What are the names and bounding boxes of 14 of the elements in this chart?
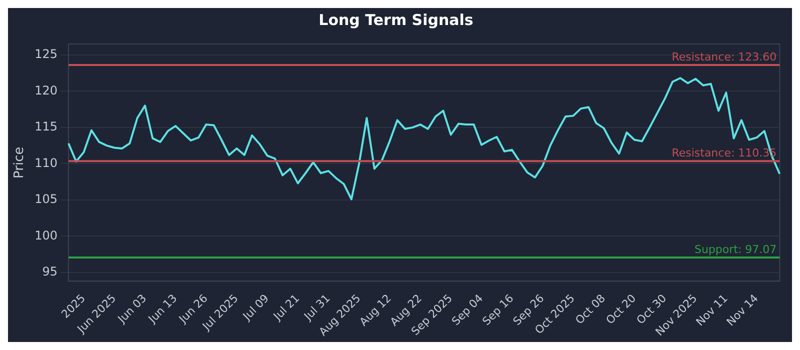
chart-title: Long Term Signals <box>318 10 474 29</box>
x-tick-label: Oct 08 <box>572 292 608 327</box>
y-tick-label: 100 <box>34 228 58 242</box>
x-tick-label: Jul 21 <box>270 292 302 324</box>
ref-line-label: Support: 97.07 <box>694 242 777 256</box>
y-tick-label: 120 <box>34 83 58 98</box>
y-tick-label: 95 <box>42 264 58 279</box>
y-tick-label: 125 <box>34 47 58 62</box>
y-tick-label: 105 <box>34 192 58 206</box>
y-tick-label: 115 <box>34 120 58 134</box>
x-tick-label: Jul 09 <box>240 292 272 324</box>
ref-line-label: Resistance: 123.60 <box>672 50 777 64</box>
y-axis-title: Price <box>12 146 28 178</box>
y-tick-label: 110 <box>34 156 58 170</box>
